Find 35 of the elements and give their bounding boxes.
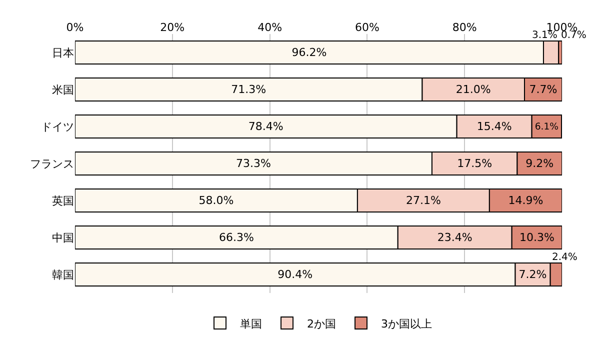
- data-label: 9.2%: [526, 157, 554, 170]
- data-label: 96.2%: [292, 46, 327, 59]
- data-label: 66.3%: [218, 231, 254, 244]
- y-tick-label: ドイツ: [41, 120, 74, 134]
- data-label: 73.3%: [236, 157, 271, 170]
- data-label: 21.0%: [456, 83, 491, 96]
- x-tick-label: 40%: [258, 20, 282, 34]
- data-label: 7.7%: [529, 83, 558, 96]
- data-label: 6.1%: [534, 121, 559, 132]
- legend-label: 2か国: [307, 317, 336, 330]
- y-tick-label: 韓国: [52, 268, 74, 282]
- x-tick-label: 0%: [66, 20, 84, 34]
- x-tick-label: 60%: [354, 20, 380, 34]
- data-label: 71.3%: [231, 83, 266, 96]
- y-tick-label: フランス: [30, 157, 74, 170]
- y-tick-label: 中国: [52, 231, 74, 244]
- data-label: 17.5%: [457, 157, 492, 170]
- data-label: 10.3%: [519, 231, 554, 244]
- data-label: 78.4%: [248, 120, 284, 133]
- data-label: 7.2%: [518, 268, 547, 281]
- legend-label: 3か国以上: [381, 317, 432, 330]
- data-label: 23.4%: [437, 231, 472, 244]
- y-tick-label: 米国: [52, 83, 74, 96]
- x-tick-label: 80%: [452, 20, 477, 34]
- y-tick-label: 英国: [52, 194, 74, 208]
- x-tick-label: 20%: [160, 20, 185, 34]
- data-label: 58.0%: [198, 194, 234, 207]
- data-label: 15.4%: [476, 120, 512, 133]
- data-label: 90.4%: [278, 268, 313, 281]
- data-label: 14.9%: [508, 194, 544, 207]
- y-tick-label: 日本: [52, 46, 74, 60]
- legend-label: 単国: [240, 317, 262, 330]
- data-label: 2.4%: [552, 252, 578, 263]
- data-label: 27.1%: [406, 194, 441, 207]
- data-label: 3.1%: [532, 30, 558, 41]
